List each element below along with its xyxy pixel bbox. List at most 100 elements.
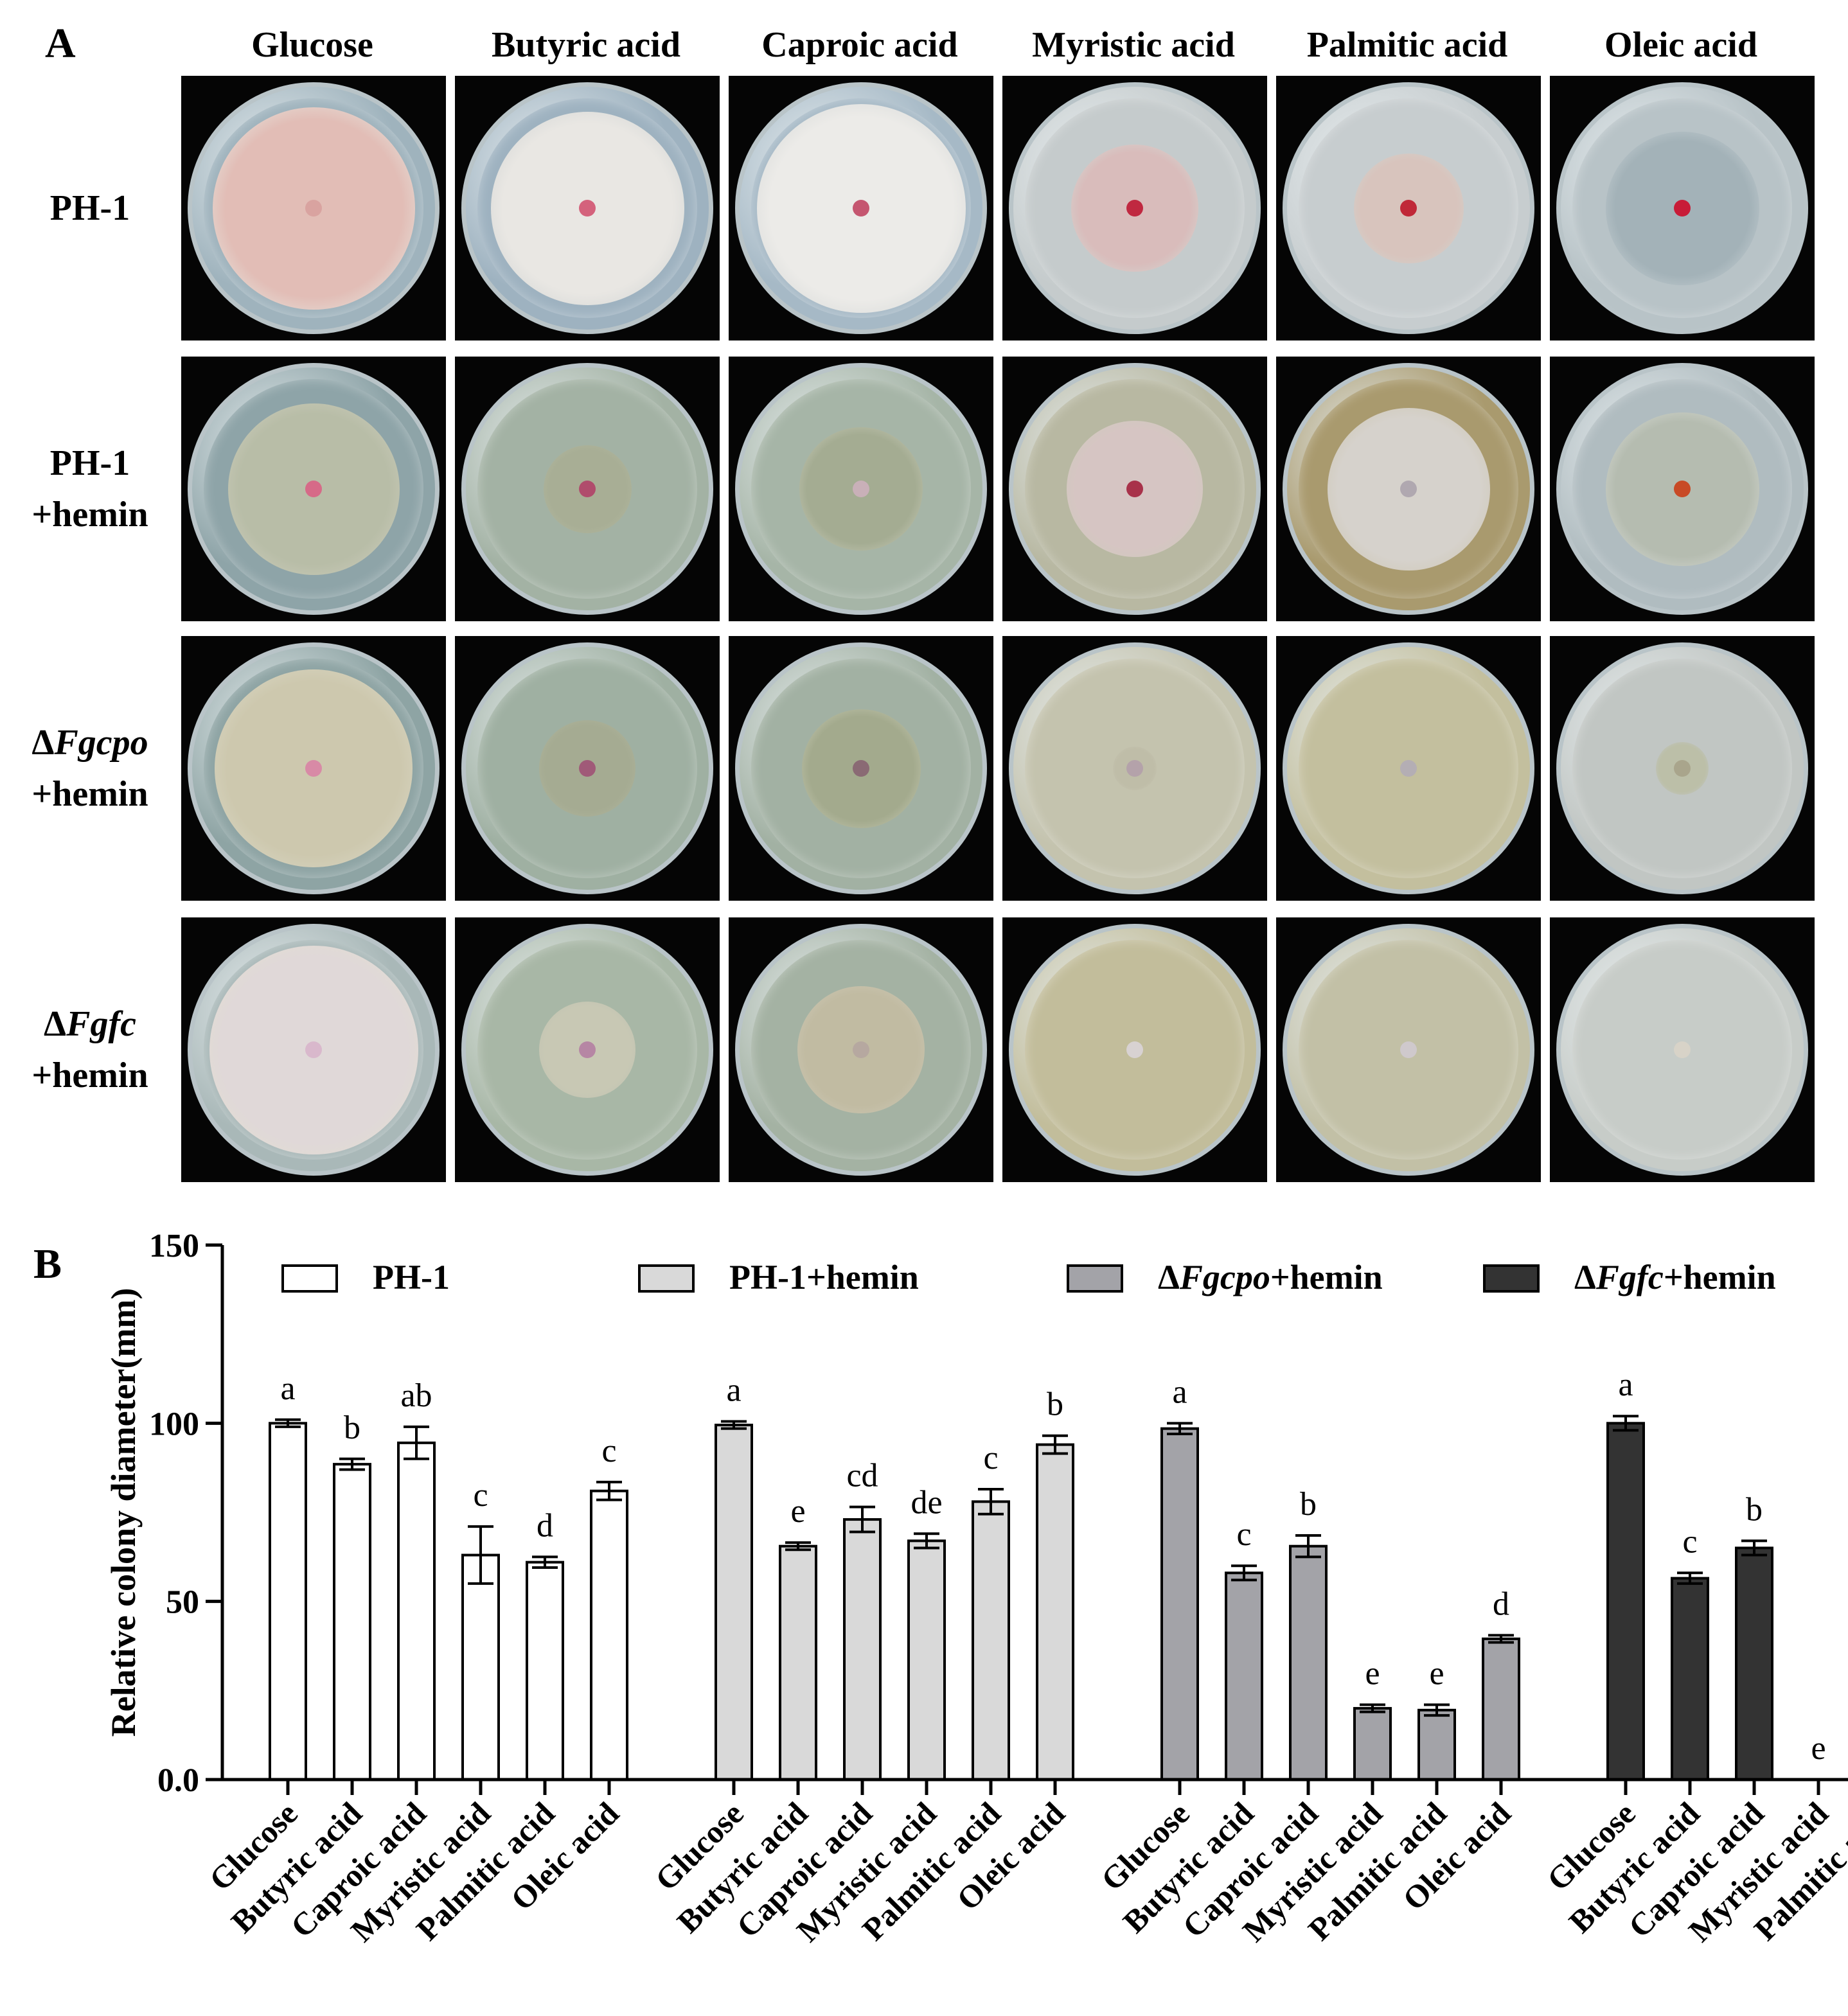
inoculum-plug	[1400, 200, 1417, 217]
inoculum-plug	[853, 481, 869, 497]
inoculum-plug	[1400, 481, 1417, 497]
plate-photo	[1276, 636, 1541, 901]
bar	[1417, 1708, 1456, 1782]
significance-letter: b	[344, 1410, 360, 1446]
petri-dish	[188, 924, 440, 1176]
y-tick-label: 100	[149, 1406, 199, 1442]
inoculum-plug	[579, 1041, 596, 1058]
bar	[1036, 1443, 1074, 1781]
column-header: Myristic acid	[1032, 25, 1235, 65]
agar-surface	[1299, 98, 1518, 318]
petri-dish	[735, 363, 987, 615]
plate-photo	[181, 357, 446, 621]
petri-dish	[1283, 82, 1534, 334]
significance-letter: a	[1618, 1366, 1633, 1403]
agar-surface	[1025, 659, 1245, 878]
petri-dish	[1283, 642, 1534, 894]
inoculum-plug	[1400, 760, 1417, 777]
bar	[333, 1463, 371, 1781]
plate-photo	[1550, 76, 1815, 340]
petri-dish	[188, 363, 440, 615]
bar	[461, 1553, 500, 1781]
column-header: Butyric acid	[492, 25, 680, 65]
agar-surface	[751, 98, 971, 318]
plate-photo	[1276, 76, 1541, 340]
agar-surface	[1025, 940, 1245, 1160]
legend-swatch	[638, 1264, 695, 1293]
agar-surface	[477, 940, 697, 1160]
plate-photo	[1550, 917, 1815, 1182]
plate-photo	[1550, 357, 1815, 621]
agar-surface	[477, 379, 697, 599]
significance-letter: c	[601, 1433, 616, 1469]
row-header: PH-1 +hemin	[13, 438, 167, 540]
column-header: Palmitic acid	[1306, 25, 1508, 65]
row-header-line2: +hemin	[31, 774, 148, 814]
bar	[715, 1424, 753, 1781]
inoculum-plug	[853, 1041, 869, 1058]
petri-dish	[735, 642, 987, 894]
significance-letter: cd	[846, 1458, 878, 1494]
inoculum-plug	[1126, 760, 1143, 777]
significance-letter: ab	[400, 1377, 432, 1414]
plate-photo	[1276, 917, 1541, 1182]
agar-surface	[1572, 940, 1792, 1160]
agar-surface	[751, 940, 971, 1160]
petri-dish	[461, 924, 713, 1176]
agar-surface	[204, 659, 423, 878]
agar-surface	[1572, 98, 1792, 318]
petri-dish	[1009, 924, 1261, 1176]
agar-surface	[1572, 379, 1792, 599]
plate-photo	[455, 76, 720, 340]
bar	[1225, 1571, 1263, 1781]
y-axis-label: Relative colony diameter(mm)	[104, 1288, 143, 1737]
y-tick-label: 150	[149, 1228, 199, 1264]
bar	[526, 1561, 564, 1781]
bar	[843, 1518, 882, 1781]
agar-surface	[751, 379, 971, 599]
plate-photo	[455, 917, 720, 1182]
bar	[972, 1500, 1010, 1781]
row-header-line2: +hemin	[31, 1056, 148, 1095]
inoculum-plug	[305, 760, 322, 777]
petri-dish	[1009, 642, 1261, 894]
row-header-line1: ΔFgfc	[44, 1004, 136, 1044]
bar	[397, 1441, 436, 1781]
petri-dish	[461, 82, 713, 334]
agar-surface	[204, 940, 423, 1160]
agar-surface	[204, 379, 423, 599]
inoculum-plug	[1674, 481, 1691, 497]
agar-surface	[477, 98, 697, 318]
petri-dish	[1009, 82, 1261, 334]
significance-letter: d	[1493, 1586, 1509, 1622]
column-header: Oleic acid	[1604, 25, 1757, 65]
bar	[1160, 1427, 1199, 1781]
legend-swatch	[281, 1264, 338, 1293]
inoculum-plug	[579, 200, 596, 217]
inoculum-plug	[853, 200, 869, 217]
significance-letter: a	[280, 1370, 295, 1407]
agar-surface	[1299, 379, 1518, 599]
petri-dish	[735, 924, 987, 1176]
plate-photo	[1002, 357, 1267, 621]
inoculum-plug	[305, 481, 322, 497]
legend-swatch	[1067, 1264, 1123, 1293]
legend-label: PH-1	[373, 1258, 450, 1296]
plate-photo	[729, 917, 993, 1182]
agar-surface	[204, 98, 423, 318]
agar-surface	[1025, 379, 1245, 599]
inoculum-plug	[579, 481, 596, 497]
legend-label: ΔFgcpo+hemin	[1158, 1258, 1383, 1296]
bar	[779, 1544, 817, 1781]
bar	[1482, 1637, 1520, 1782]
row-header-line2: +hemin	[31, 495, 148, 535]
significance-letter: b	[1300, 1486, 1317, 1523]
significance-letter: c	[983, 1440, 998, 1476]
plate-photo	[181, 636, 446, 901]
inoculum-plug	[853, 760, 869, 777]
petri-dish	[1009, 363, 1261, 615]
significance-letter: b	[1047, 1386, 1063, 1423]
agar-surface	[1299, 659, 1518, 878]
petri-dish	[735, 82, 987, 334]
column-header: Caproic acid	[761, 25, 958, 65]
